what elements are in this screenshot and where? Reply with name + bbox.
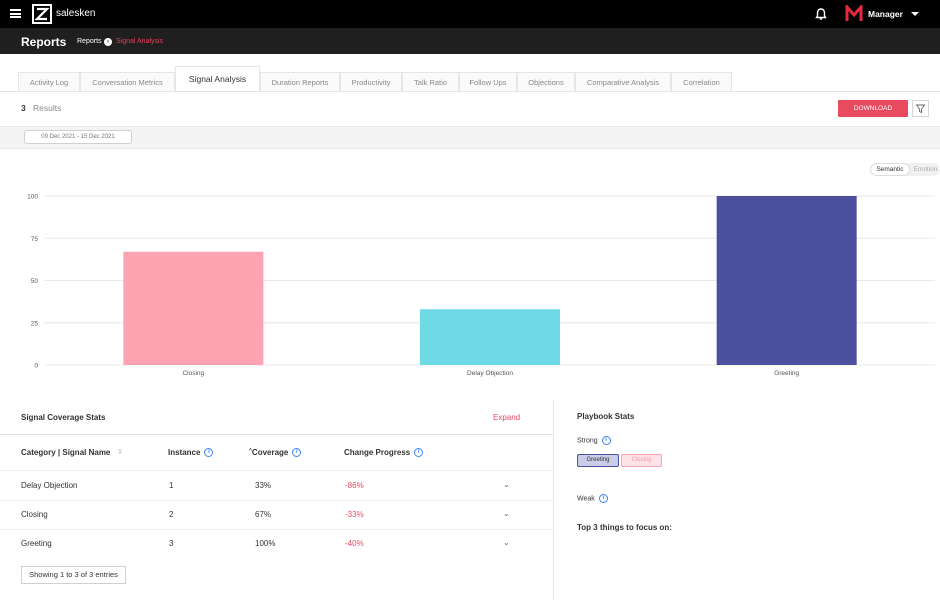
column-header-coverage[interactable]: ^Coverage i [249, 448, 302, 458]
salesken-logo-icon [32, 4, 52, 24]
expand-link[interactable]: Expand [493, 413, 521, 422]
sort-up-icon: ^ [249, 448, 252, 454]
tab-talk-ratio[interactable]: Talk Ratio [402, 72, 459, 92]
brand-name: salesken [56, 8, 96, 19]
filter-icon [915, 104, 926, 114]
info-icon[interactable]: i [414, 448, 424, 458]
expand-row-chevron-down-icon[interactable]: ⌄ [503, 480, 510, 489]
column-header-label: Instance [168, 448, 201, 457]
column-header-label: Change Progress [344, 448, 411, 457]
y-tick-label: 25 [31, 320, 39, 327]
filter-button[interactable] [912, 100, 929, 117]
info-icon[interactable]: i [601, 436, 611, 445]
tab-correlation[interactable]: Correlation [671, 72, 732, 92]
toggle-semantic[interactable]: Semantic [870, 163, 910, 176]
tab-comparative-analysis[interactable]: Comparative Analysis [575, 72, 671, 92]
info-icon[interactable]: i [598, 494, 608, 503]
page-header: Reports Reports › Signal Analysis [0, 28, 940, 54]
bar-delay-objection [420, 309, 560, 365]
menu-icon[interactable] [10, 9, 21, 18]
pagination-info: Showing 1 to 3 of 3 entries [21, 566, 126, 584]
tab-activity-log[interactable]: Activity Log [18, 72, 80, 92]
results-count: 3 [21, 103, 26, 113]
top-nav-bar: salesken Manager [0, 0, 940, 28]
cell-signal-name: Closing [21, 510, 48, 519]
tab-productivity[interactable]: Productivity [340, 72, 402, 92]
cell-coverage: 33% [255, 481, 272, 490]
cell-signal-name: Greeting [21, 539, 52, 548]
breadcrumb-chevron-right-icon: › [104, 37, 112, 46]
breadcrumb-signal-analysis: Signal Analysis [116, 38, 164, 45]
user-menu-chevron-down-icon[interactable] [911, 12, 919, 16]
sort-icon[interactable]: ⇕ [117, 449, 123, 456]
cell-instance: 3 [169, 539, 174, 548]
results-label: Results [33, 103, 62, 113]
focus-heading: Top 3 things to focus on: [577, 523, 672, 532]
cell-instance: 2 [169, 510, 174, 519]
y-tick-label: 100 [27, 194, 38, 201]
semantic-emotion-toggle[interactable]: Semantic Emotion [870, 163, 940, 176]
row-divider [0, 470, 553, 471]
user-name[interactable]: Manager [868, 9, 903, 19]
x-tick-label: Greeting [774, 370, 799, 377]
row-divider [0, 529, 553, 530]
column-header-label: Category | Signal Name [21, 448, 111, 457]
cell-coverage: 67% [255, 510, 272, 519]
toggle-emotion[interactable]: Emotion [913, 166, 938, 173]
tabs-divider [0, 91, 940, 92]
weak-label: Weak i [577, 494, 608, 503]
tab-duration-reports[interactable]: Duration Reports [260, 72, 340, 92]
x-tick-label: Delay Objection [467, 370, 513, 377]
tab-objections[interactable]: Objections [517, 72, 575, 92]
cell-change-progress: -33% [345, 510, 364, 519]
expand-row-chevron-down-icon[interactable]: ⌄ [503, 538, 510, 547]
y-tick-label: 75 [31, 236, 39, 243]
row-divider [0, 500, 553, 501]
date-range-picker[interactable]: 09 Dec 2021 - 15 Dec 2021 [24, 130, 132, 144]
info-icon[interactable]: i [204, 448, 214, 458]
playbook-stats-title: Playbook Stats [577, 412, 635, 421]
tab-follow-ups[interactable]: Follow Ups [459, 72, 517, 92]
download-button[interactable]: DOWNLOAD [838, 100, 908, 117]
section-divider [553, 400, 554, 600]
strong-label-text: Strong [577, 437, 598, 445]
cell-instance: 1 [169, 481, 174, 490]
strong-label: Strong i [577, 436, 611, 445]
weak-label-text: Weak [577, 495, 595, 503]
bar-greeting [716, 196, 857, 365]
column-header-label: Coverage [251, 448, 289, 457]
manager-logo-icon [845, 5, 863, 21]
bell-icon[interactable] [814, 7, 828, 21]
breadcrumb-reports[interactable]: Reports [77, 38, 102, 45]
table-top-divider [0, 434, 553, 435]
cell-change-progress: -86% [345, 481, 364, 490]
signal-bar-chart: 0 25 50 75 100 Closing Delay Objection Greeting [27, 194, 935, 377]
cell-signal-name: Delay Objection [21, 481, 78, 490]
y-tick-label: 0 [34, 363, 38, 370]
cell-change-progress: -40% [345, 539, 364, 548]
column-header-signal-name[interactable]: Category | Signal Name [21, 448, 110, 457]
column-header-change-progress[interactable]: Change Progress i [344, 448, 424, 458]
tab-conversation-metrics[interactable]: Conversation Metrics [80, 72, 175, 92]
tab-signal-analysis[interactable]: Signal Analysis [175, 66, 260, 92]
page-title: Reports [21, 35, 67, 49]
cell-coverage: 100% [255, 539, 276, 548]
info-icon[interactable]: i [292, 448, 302, 458]
strong-tag-greeting[interactable]: Greeting [577, 454, 619, 467]
expand-row-chevron-down-icon[interactable]: ⌄ [503, 509, 510, 518]
y-tick-label: 50 [31, 278, 39, 285]
coverage-stats-title: Signal Coverage Stats [21, 413, 106, 422]
bar-closing [123, 251, 264, 365]
filter-strip [0, 126, 940, 149]
x-tick-label: Closing [182, 370, 204, 377]
column-header-instance[interactable]: Instance i [168, 448, 214, 458]
strong-tag-closing[interactable]: Closing [621, 454, 662, 467]
